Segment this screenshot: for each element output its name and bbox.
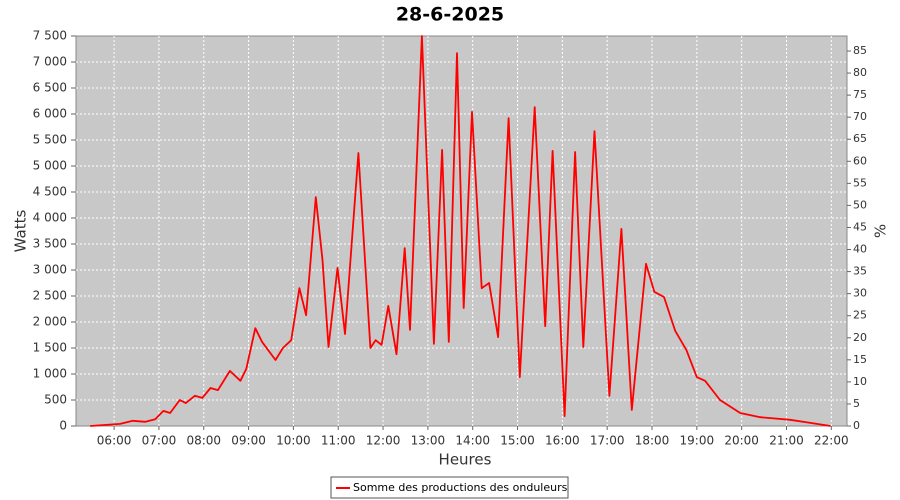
x-tick-label: 18:00 <box>635 434 670 448</box>
y2-tick-label: 45 <box>853 220 867 233</box>
x-tick-label: 14:00 <box>455 434 490 448</box>
series-line <box>90 35 831 427</box>
legend <box>330 476 569 499</box>
x-tick-label: 20:00 <box>724 434 759 448</box>
y-tick-label: 6 500 <box>33 81 67 95</box>
y2-tick-label: 30 <box>853 287 867 300</box>
y2-tick-label: 50 <box>853 198 867 211</box>
x-tick-label: 21:00 <box>769 434 804 448</box>
y-tick-label: 1 000 <box>33 367 67 381</box>
y2-tick-label: 60 <box>853 154 867 167</box>
y-axis-label: Watts <box>12 210 30 253</box>
y2-axis-label: % <box>872 224 890 238</box>
y2-tick-label: 40 <box>853 243 867 256</box>
y-tick-label: 6 000 <box>33 107 67 121</box>
y2-tick-label: 10 <box>853 375 867 388</box>
x-tick-label: 08:00 <box>186 434 221 448</box>
x-tick-label: 06:00 <box>97 434 132 448</box>
x-tick-label: 10:00 <box>276 434 311 448</box>
y-tick-label: 5 000 <box>33 159 67 173</box>
y2-tick-label: 35 <box>853 265 867 278</box>
y-tick-label: 1 500 <box>33 341 67 355</box>
y-tick-label: 500 <box>44 393 67 407</box>
y2-tick-label: 25 <box>853 309 867 322</box>
y2-tick-label: 5 <box>853 397 860 410</box>
x-tick-label: 11:00 <box>321 434 356 448</box>
y-tick-label: 7 000 <box>33 55 67 69</box>
y-tick-label: 3 500 <box>33 237 67 251</box>
y-tick-label: 7 500 <box>33 29 67 43</box>
x-tick-label: 07:00 <box>142 434 177 448</box>
x-tick-label: 15:00 <box>500 434 535 448</box>
y-tick-label: 2 500 <box>33 289 67 303</box>
y2-tick-label: 65 <box>853 132 867 145</box>
y2-tick-label: 85 <box>853 44 867 57</box>
y2-tick-label: 20 <box>853 331 867 344</box>
y2-tick-label: 0 <box>853 419 860 432</box>
y-tick-label: 4 500 <box>33 185 67 199</box>
legend-label: Somme des productions des onduleurs <box>353 481 568 494</box>
y2-tick-label: 70 <box>853 110 867 123</box>
x-axis-label: Heures <box>439 451 492 469</box>
x-tick-label: 16:00 <box>545 434 580 448</box>
y-tick-label: 4 000 <box>33 211 67 225</box>
x-tick-label: 09:00 <box>231 434 266 448</box>
x-tick-label: 12:00 <box>366 434 401 448</box>
y2-tick-label: 75 <box>853 88 867 101</box>
x-tick-label: 19:00 <box>680 434 715 448</box>
y-tick-label: 0 <box>59 419 67 433</box>
y-tick-label: 5 500 <box>33 133 67 147</box>
x-tick-label: 17:00 <box>590 434 625 448</box>
x-tick-label: 22:00 <box>814 434 849 448</box>
y2-tick-label: 15 <box>853 353 867 366</box>
y2-tick-label: 80 <box>853 66 867 79</box>
x-tick-label: 13:00 <box>411 434 446 448</box>
y2-tick-label: 55 <box>853 176 867 189</box>
chart-title: 28-6-2025 <box>396 4 504 26</box>
y-tick-label: 3 000 <box>33 263 67 277</box>
y-tick-label: 2 000 <box>33 315 67 329</box>
